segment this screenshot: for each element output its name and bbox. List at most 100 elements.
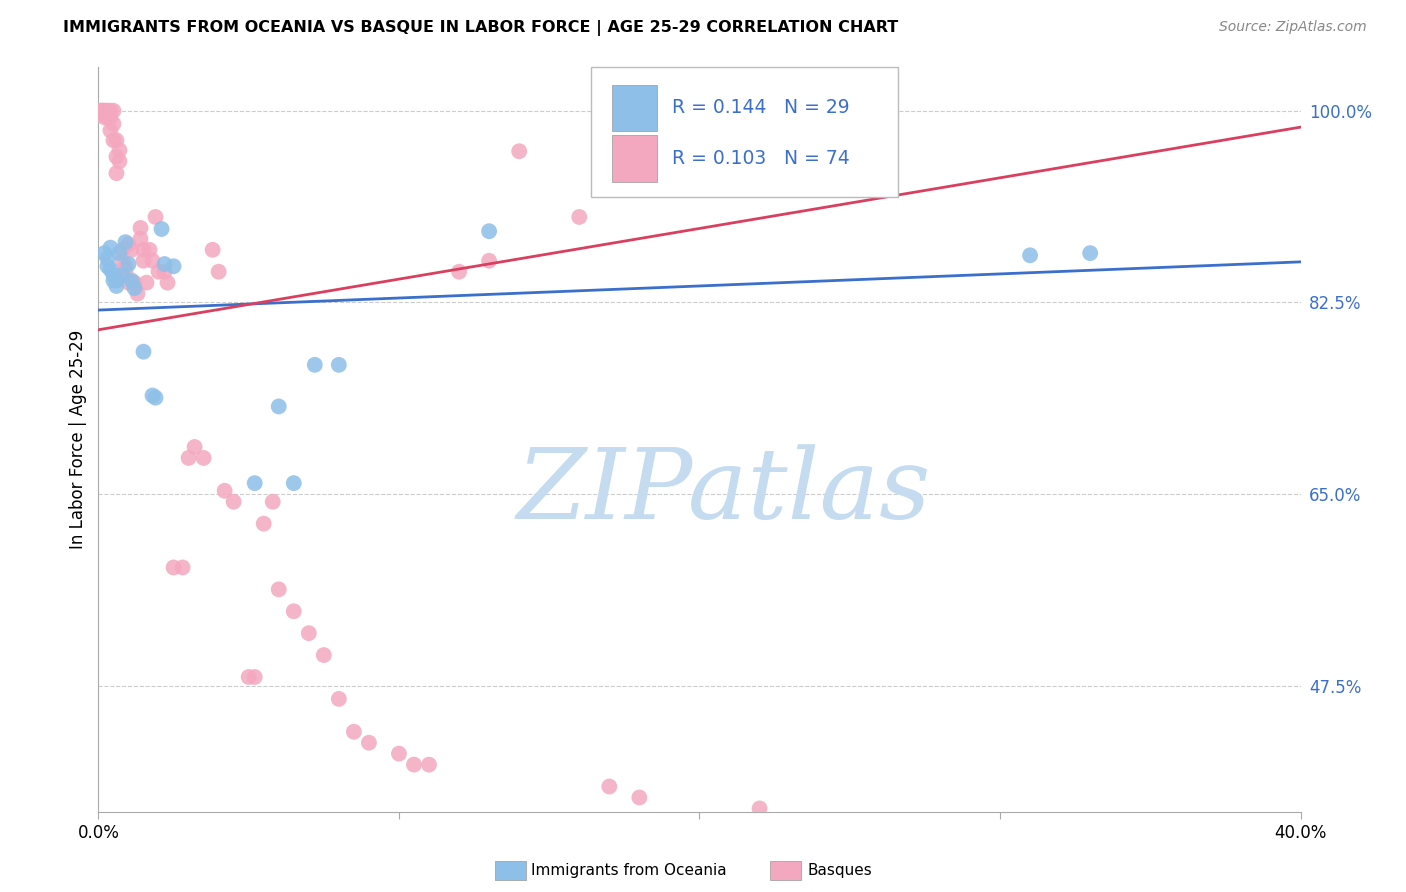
- Text: Immigrants from Oceania: Immigrants from Oceania: [531, 863, 727, 878]
- Point: [103, 103, 125, 118]
- Point: [114, 265, 136, 279]
- Point: [267, 400, 290, 414]
- Point: [124, 281, 146, 295]
- Point: [117, 237, 139, 252]
- Point: [105, 279, 128, 293]
- Point: [153, 265, 176, 279]
- Point: [111, 268, 134, 282]
- Point: [96, 103, 118, 118]
- Point: [135, 276, 157, 290]
- FancyBboxPatch shape: [612, 136, 658, 182]
- Point: [508, 145, 530, 159]
- Point: [100, 241, 122, 255]
- Point: [105, 133, 128, 147]
- Point: [402, 757, 425, 772]
- Point: [298, 626, 321, 640]
- Text: Source: ZipAtlas.com: Source: ZipAtlas.com: [1219, 20, 1367, 34]
- Point: [283, 476, 305, 491]
- Point: [141, 388, 163, 402]
- Point: [162, 259, 184, 273]
- Point: [418, 757, 440, 772]
- Point: [93, 103, 115, 118]
- Point: [105, 166, 128, 180]
- Point: [93, 246, 115, 260]
- Point: [100, 103, 122, 118]
- Point: [343, 724, 366, 739]
- Text: N = 29: N = 29: [783, 98, 849, 118]
- Point: [124, 276, 146, 290]
- Point: [129, 221, 152, 235]
- Point: [90, 103, 112, 118]
- Point: [304, 358, 326, 372]
- Point: [201, 243, 224, 257]
- Point: [90, 103, 112, 118]
- Point: [127, 286, 149, 301]
- Point: [96, 103, 118, 118]
- Point: [162, 560, 184, 574]
- Point: [138, 243, 160, 257]
- Point: [96, 107, 118, 121]
- Point: [328, 358, 350, 372]
- Point: [100, 110, 122, 124]
- Point: [132, 243, 155, 257]
- Point: [150, 222, 173, 236]
- Point: [96, 110, 118, 124]
- Point: [447, 265, 470, 279]
- Point: [105, 273, 128, 287]
- Point: [357, 736, 380, 750]
- Point: [103, 273, 125, 287]
- Point: [1019, 248, 1042, 262]
- Point: [388, 747, 411, 761]
- Text: N = 74: N = 74: [783, 149, 849, 168]
- Point: [598, 780, 620, 794]
- Point: [214, 483, 236, 498]
- Point: [183, 440, 205, 454]
- Point: [628, 790, 651, 805]
- Point: [111, 243, 134, 257]
- Point: [114, 259, 136, 273]
- Text: IMMIGRANTS FROM OCEANIA VS BASQUE IN LABOR FORCE | AGE 25-29 CORRELATION CHART: IMMIGRANTS FROM OCEANIA VS BASQUE IN LAB…: [63, 20, 898, 36]
- Point: [328, 692, 350, 706]
- Point: [129, 232, 152, 246]
- Point: [808, 145, 831, 159]
- Point: [238, 670, 260, 684]
- Point: [243, 670, 266, 684]
- Point: [145, 210, 167, 224]
- FancyBboxPatch shape: [592, 67, 898, 197]
- Point: [312, 648, 335, 662]
- Point: [100, 262, 122, 277]
- Point: [172, 560, 194, 574]
- Point: [117, 257, 139, 271]
- Point: [93, 110, 115, 124]
- Text: ZIPatlas: ZIPatlas: [516, 444, 931, 539]
- Point: [108, 143, 131, 157]
- Point: [103, 133, 125, 147]
- Point: [748, 801, 770, 815]
- Point: [193, 450, 215, 465]
- Point: [267, 582, 290, 597]
- Text: R = 0.144: R = 0.144: [672, 98, 766, 118]
- Point: [93, 103, 115, 118]
- Point: [153, 257, 176, 271]
- Point: [132, 253, 155, 268]
- Point: [478, 253, 501, 268]
- Point: [478, 224, 501, 238]
- Point: [121, 243, 143, 257]
- Text: Basques: Basques: [807, 863, 872, 878]
- Point: [105, 150, 128, 164]
- Point: [96, 259, 118, 273]
- Point: [114, 235, 136, 249]
- Point: [132, 344, 155, 359]
- Point: [568, 210, 591, 224]
- Point: [93, 107, 115, 121]
- Point: [103, 268, 125, 282]
- Point: [253, 516, 276, 531]
- Point: [90, 107, 112, 121]
- Point: [243, 476, 266, 491]
- Point: [222, 494, 245, 508]
- Point: [111, 253, 134, 268]
- Point: [108, 154, 131, 169]
- Point: [100, 123, 122, 137]
- Text: R = 0.103: R = 0.103: [672, 149, 766, 168]
- Point: [141, 253, 163, 268]
